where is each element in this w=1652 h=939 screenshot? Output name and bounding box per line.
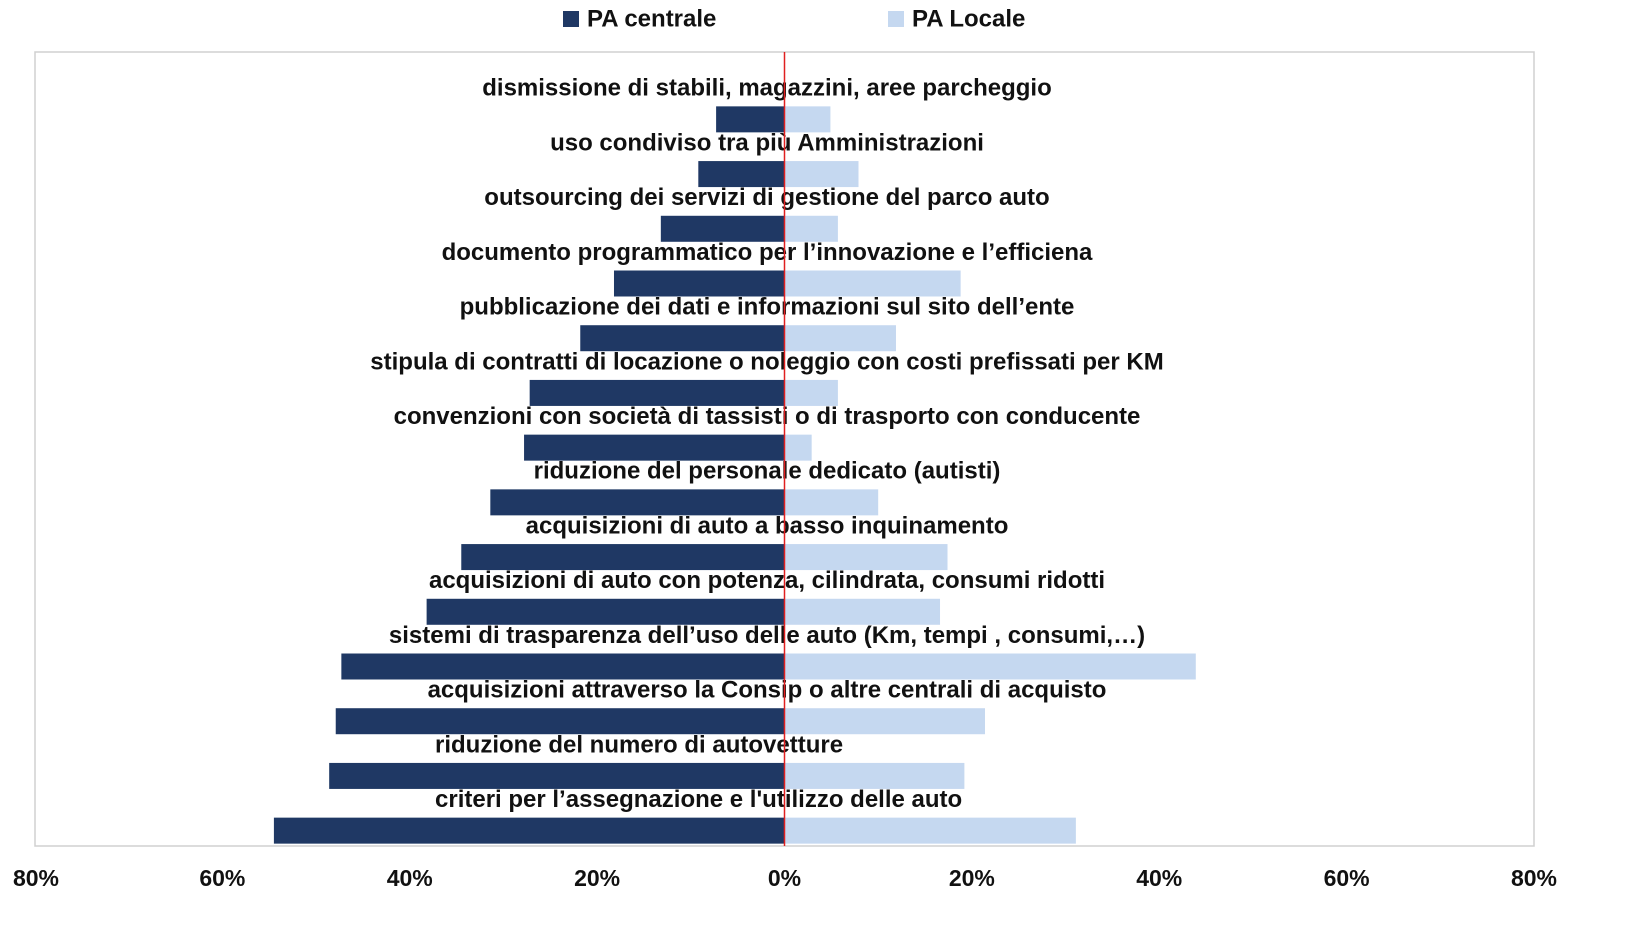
category-label: acquisizioni di auto con potenza, cilind… (429, 567, 1105, 594)
bar (490, 489, 785, 516)
category-label: convenzioni con società di tassisti o di… (394, 403, 1141, 430)
bar (784, 598, 941, 625)
bar (613, 270, 785, 297)
x-tick-label: 80% (13, 865, 59, 891)
bar (784, 544, 948, 571)
bar (341, 653, 785, 680)
bar (784, 817, 1076, 844)
bar (784, 762, 965, 789)
category-label: criteri per l’assegnazione e l'utilizzo … (435, 786, 962, 813)
bar (335, 708, 785, 735)
legend-swatch (563, 11, 579, 27)
category-label: acquisizioni di auto a basso inquinament… (526, 512, 1009, 539)
x-tick-label: 60% (1324, 865, 1370, 891)
x-tick-label: 40% (1136, 865, 1182, 891)
x-tick-label: 80% (1511, 865, 1557, 891)
category-label: outsourcing dei servizi di gestione del … (484, 184, 1049, 211)
bar (716, 106, 785, 133)
legend-swatch (888, 11, 904, 27)
bar (529, 379, 785, 406)
bar (784, 325, 896, 352)
legend-label: PA centrale (587, 5, 716, 32)
bar (784, 161, 859, 188)
bar (784, 379, 838, 406)
category-label: dismissione di stabili, magazzini, aree … (482, 75, 1052, 102)
bar (784, 653, 1196, 680)
x-tick-label: 40% (387, 865, 433, 891)
bar (426, 598, 785, 625)
category-label: sistemi di trasparenza dell’uso delle au… (389, 622, 1145, 649)
category-label: uso condiviso tra più Amministrazioni (550, 129, 984, 156)
bar (784, 708, 985, 735)
bar (660, 215, 785, 242)
legend-label: PA Locale (912, 5, 1025, 32)
x-tick-label: 60% (199, 865, 245, 891)
bar (524, 434, 785, 461)
bar (580, 325, 785, 352)
x-tick-label: 20% (949, 865, 995, 891)
category-label: pubblicazione dei dati e informazioni su… (460, 294, 1075, 321)
category-label: acquisizioni attraverso la Consip o altr… (428, 677, 1107, 704)
bar (698, 161, 785, 188)
bar (273, 817, 785, 844)
category-label: documento programmatico per l’innovazion… (442, 239, 1093, 266)
bar (461, 544, 785, 571)
x-tick-label: 0% (768, 865, 801, 891)
bar (784, 270, 961, 297)
bar (329, 762, 785, 789)
x-tick-label: 20% (574, 865, 620, 891)
bar (784, 489, 879, 516)
bar (784, 434, 812, 461)
bar (784, 106, 831, 133)
bar (784, 215, 838, 242)
category-label: riduzione del numero di autovetture (435, 731, 843, 758)
category-label: stipula di contratti di locazione o nole… (370, 348, 1163, 375)
category-label: riduzione del personale dedicato (autist… (534, 458, 1001, 485)
